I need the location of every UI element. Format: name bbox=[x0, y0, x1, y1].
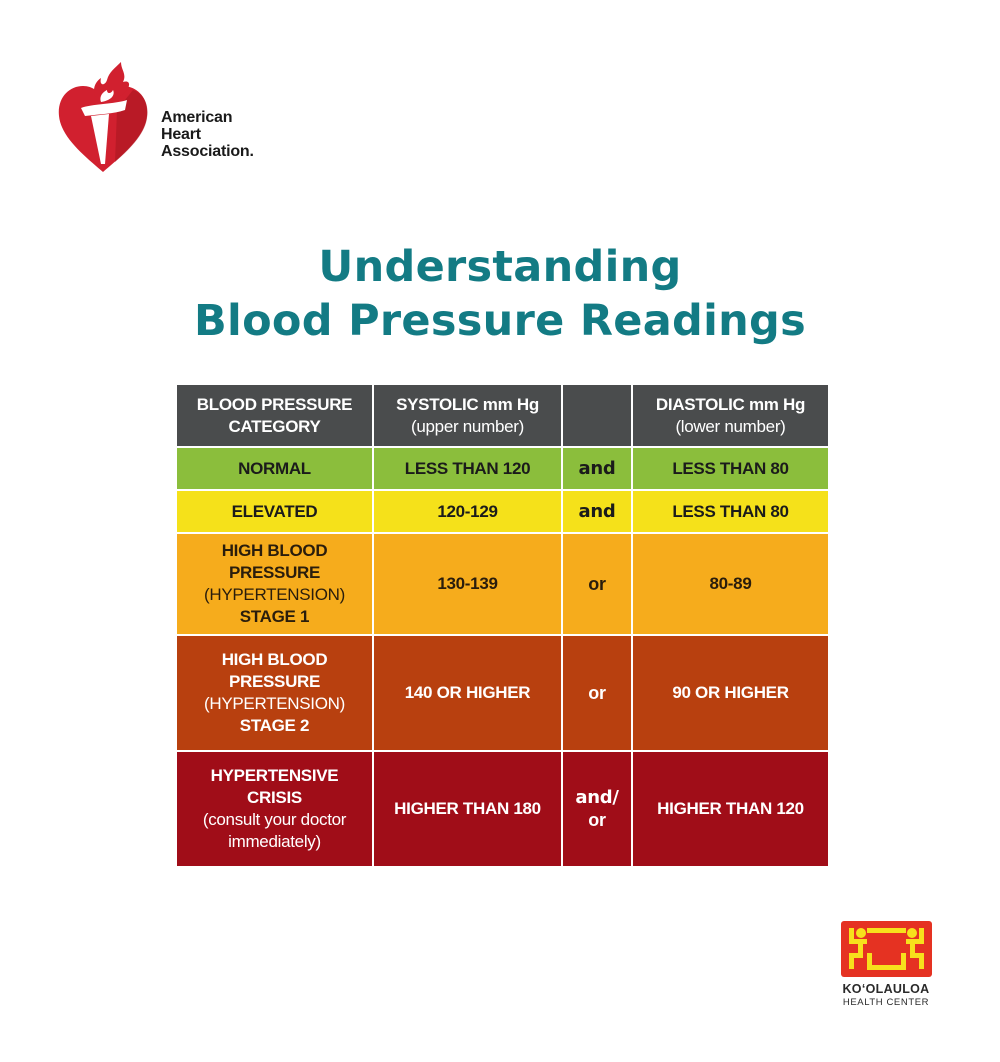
heart-torch-icon bbox=[58, 62, 148, 172]
koolauloa-badge bbox=[841, 921, 932, 977]
systolic-cell: 140 OR HIGHER bbox=[374, 636, 561, 750]
category-stage-label: STAGE 2 bbox=[239, 716, 310, 735]
diastolic-cell: HIGHER THAN 120 bbox=[633, 752, 828, 866]
column-header-label: BLOOD PRESSURE bbox=[196, 394, 353, 414]
category-sublabel: immediately) bbox=[228, 832, 321, 851]
column-header-diastolic: DIASTOLIC mm Hg (lower number) bbox=[633, 385, 828, 446]
column-header-systolic: SYSTOLIC mm Hg (upper number) bbox=[374, 385, 561, 446]
page-title-line-2: Blood Pressure Readings bbox=[193, 296, 807, 346]
column-header-sublabel: (upper number) bbox=[411, 416, 524, 436]
category-cell: HIGH BLOOD PRESSURE (HYPERTENSION) STAGE… bbox=[177, 636, 372, 750]
category-sublabel: (HYPERTENSION) bbox=[204, 585, 345, 604]
column-header-sublabel: (lower number) bbox=[675, 416, 786, 436]
category-sublabel: (consult your doctor bbox=[202, 810, 347, 829]
category-cell: ELEVATED bbox=[177, 491, 372, 532]
column-header-label: DIASTOLIC mm Hg bbox=[655, 394, 806, 414]
systolic-cell: 120-129 bbox=[374, 491, 561, 532]
aha-wordmark: American Heart Association. bbox=[161, 109, 254, 160]
column-header-category: BLOOD PRESSURE CATEGORY bbox=[177, 385, 372, 446]
aha-wordmark-line: Association. bbox=[161, 143, 254, 160]
table-row-hypertensive-crisis: HYPERTENSIVE CRISIS (consult your doctor… bbox=[177, 752, 828, 866]
systolic-cell: LESS THAN 120 bbox=[374, 448, 561, 489]
aha-wordmark-line: American bbox=[161, 109, 233, 126]
aha-logo: American Heart Association. bbox=[57, 60, 297, 180]
category-cell: NORMAL bbox=[177, 448, 372, 489]
category-label: NORMAL bbox=[238, 458, 311, 478]
category-label: ELEVATED bbox=[231, 501, 318, 521]
diastolic-cell: 80-89 bbox=[633, 534, 828, 634]
conjunction-label: or bbox=[588, 810, 606, 830]
people-cross-icon bbox=[849, 928, 924, 970]
table-row-elevated: ELEVATED 120-129 and LESS THAN 80 bbox=[177, 491, 828, 532]
systolic-cell: HIGHER THAN 180 bbox=[374, 752, 561, 866]
conjunction-cell: and bbox=[563, 448, 631, 489]
category-stage-label: STAGE 1 bbox=[239, 607, 310, 626]
koolauloa-subtitle: HEALTH CENTER bbox=[842, 997, 930, 1008]
koolauloa-name: KO‘OLAULOA bbox=[842, 982, 930, 996]
conjunction-cell: and/ or bbox=[563, 752, 631, 866]
category-cell: HYPERTENSIVE CRISIS (consult your doctor… bbox=[177, 752, 372, 866]
category-label: PRESSURE bbox=[228, 563, 321, 582]
conjunction-cell: or bbox=[563, 636, 631, 750]
table-header-row: BLOOD PRESSURE CATEGORY SYSTOLIC mm Hg (… bbox=[177, 385, 828, 446]
category-cell: HIGH BLOOD PRESSURE (HYPERTENSION) STAGE… bbox=[177, 534, 372, 634]
category-sublabel: (HYPERTENSION) bbox=[204, 694, 345, 713]
diastolic-cell: 90 OR HIGHER bbox=[633, 636, 828, 750]
page-title-line-1: Understanding bbox=[318, 242, 682, 292]
blood-pressure-table: BLOOD PRESSURE CATEGORY SYSTOLIC mm Hg (… bbox=[175, 383, 830, 868]
conjunction-label: and/ bbox=[575, 787, 619, 808]
page-title: Understanding Blood Pressure Readings bbox=[0, 240, 1000, 348]
koolauloa-logo: KO‘OLAULOA HEALTH CENTER bbox=[836, 921, 936, 1011]
category-label: CRISIS bbox=[247, 788, 302, 807]
diastolic-cell: LESS THAN 80 bbox=[633, 491, 828, 532]
column-header-label: CATEGORY bbox=[228, 416, 321, 436]
table-row-hypertension-stage-2: HIGH BLOOD PRESSURE (HYPERTENSION) STAGE… bbox=[177, 636, 828, 750]
conjunction-cell: and bbox=[563, 491, 631, 532]
systolic-cell: 130-139 bbox=[374, 534, 561, 634]
column-header-conjunction bbox=[563, 385, 631, 446]
category-label: HIGH BLOOD bbox=[221, 650, 328, 669]
category-label: HYPERTENSIVE bbox=[210, 766, 339, 785]
category-label: PRESSURE bbox=[228, 672, 321, 691]
column-header-label: SYSTOLIC mm Hg bbox=[396, 394, 539, 414]
category-label: HIGH BLOOD bbox=[221, 541, 328, 560]
table-row-normal: NORMAL LESS THAN 120 and LESS THAN 80 bbox=[177, 448, 828, 489]
aha-wordmark-line: Heart bbox=[161, 126, 201, 143]
table-row-hypertension-stage-1: HIGH BLOOD PRESSURE (HYPERTENSION) STAGE… bbox=[177, 534, 828, 634]
conjunction-cell: or bbox=[563, 534, 631, 634]
diastolic-cell: LESS THAN 80 bbox=[633, 448, 828, 489]
